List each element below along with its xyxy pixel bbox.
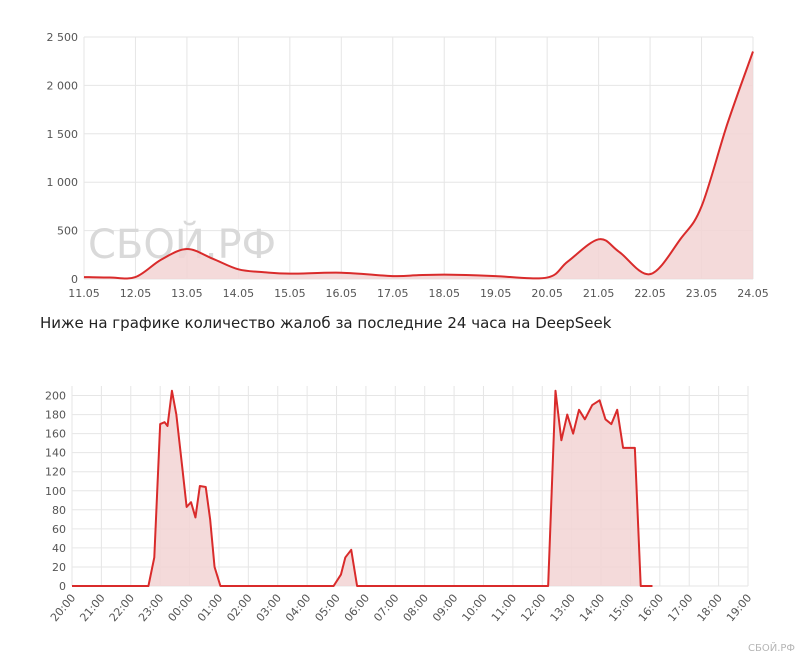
x-tick-label: 09:00 bbox=[430, 592, 460, 625]
top-x-ticks: 11.05 12.05 13.05 14.05 15.05 16.05 17.05 18.05… bbox=[68, 287, 769, 300]
top-grid bbox=[83, 36, 754, 280]
x-tick-label: 11:00 bbox=[489, 592, 519, 625]
x-tick-label: 15:00 bbox=[606, 592, 636, 625]
x-tick-label: 18.05 bbox=[428, 287, 460, 300]
y-tick-label: 200 bbox=[45, 390, 66, 403]
bottom-line bbox=[72, 389, 653, 587]
y-tick-label: 120 bbox=[45, 466, 66, 479]
y-tick-label: 2 000 bbox=[47, 79, 79, 92]
y-tick-label: 0 bbox=[59, 580, 66, 593]
x-tick-label: 20.05 bbox=[531, 287, 563, 300]
x-tick-label: 04:00 bbox=[283, 592, 313, 625]
x-tick-label: 13.05 bbox=[171, 287, 203, 300]
y-tick-label: 100 bbox=[45, 485, 66, 498]
x-tick-label: 19.05 bbox=[480, 287, 512, 300]
x-tick-label: 18:00 bbox=[695, 592, 725, 625]
y-tick-label: 160 bbox=[45, 428, 66, 441]
bottom-chart: 0 20 40 60 80 100 120 140 160 180 200 20:00 21:00 22… bbox=[45, 386, 795, 654]
x-tick-label: 06:00 bbox=[342, 592, 372, 625]
y-tick-label: 500 bbox=[57, 225, 78, 238]
y-tick-label: 140 bbox=[45, 447, 66, 460]
watermark-small: СБОЙ.РФ bbox=[748, 641, 795, 654]
y-tick-label: 20 bbox=[52, 561, 66, 574]
x-tick-label: 11.05 bbox=[68, 287, 100, 300]
top-y-ticks: 0 500 1 000 1 500 2 000 2 500 bbox=[47, 31, 79, 286]
x-tick-label: 16.05 bbox=[326, 287, 358, 300]
chart-caption: Ниже на графике количество жалоб за посл… bbox=[40, 314, 612, 332]
y-tick-label: 40 bbox=[52, 542, 66, 555]
x-tick-label: 22:00 bbox=[107, 592, 137, 625]
x-tick-label: 16:00 bbox=[636, 592, 666, 625]
x-tick-label: 17:00 bbox=[665, 592, 695, 625]
x-tick-label: 21.05 bbox=[583, 287, 615, 300]
x-tick-label: 12.05 bbox=[120, 287, 152, 300]
x-tick-label: 17.05 bbox=[377, 287, 409, 300]
x-tick-label: 08:00 bbox=[401, 592, 431, 625]
x-tick-label: 20:00 bbox=[48, 592, 78, 625]
x-tick-label: 19:00 bbox=[724, 592, 754, 625]
x-tick-label: 03:00 bbox=[254, 592, 284, 625]
x-tick-label: 05:00 bbox=[312, 592, 342, 625]
x-tick-label: 21:00 bbox=[77, 592, 107, 625]
y-tick-label: 1 500 bbox=[47, 128, 79, 141]
y-tick-label: 80 bbox=[52, 504, 66, 517]
y-tick-label: 60 bbox=[52, 523, 66, 536]
x-tick-label: 10:00 bbox=[459, 592, 489, 625]
x-tick-label: 12:00 bbox=[518, 592, 548, 625]
x-tick-label: 22.05 bbox=[634, 287, 666, 300]
bottom-y-ticks: 0 20 40 60 80 100 120 140 160 180 200 bbox=[45, 390, 66, 593]
y-tick-label: 2 500 bbox=[47, 31, 79, 44]
x-tick-label: 01:00 bbox=[195, 592, 225, 625]
x-tick-label: 07:00 bbox=[371, 592, 401, 625]
x-tick-label: 02:00 bbox=[224, 592, 254, 625]
top-area bbox=[84, 51, 753, 279]
y-tick-label: 0 bbox=[71, 273, 78, 286]
x-tick-label: 14.05 bbox=[223, 287, 255, 300]
top-line bbox=[83, 51, 754, 280]
bottom-x-ticks: 20:00 21:00 22:00 23:00 00:00 01:00 02:00 03:00… bbox=[48, 592, 754, 625]
y-tick-label: 1 000 bbox=[47, 176, 79, 189]
bottom-area bbox=[72, 390, 653, 586]
x-tick-label: 23:00 bbox=[136, 592, 166, 625]
x-tick-label: 24.05 bbox=[737, 287, 769, 300]
x-tick-label: 13:00 bbox=[548, 592, 578, 625]
x-tick-label: 14:00 bbox=[577, 592, 607, 625]
x-tick-label: 23.05 bbox=[686, 287, 718, 300]
y-tick-label: 180 bbox=[45, 409, 66, 422]
x-tick-label: 00:00 bbox=[166, 592, 196, 625]
x-tick-label: 15.05 bbox=[274, 287, 306, 300]
